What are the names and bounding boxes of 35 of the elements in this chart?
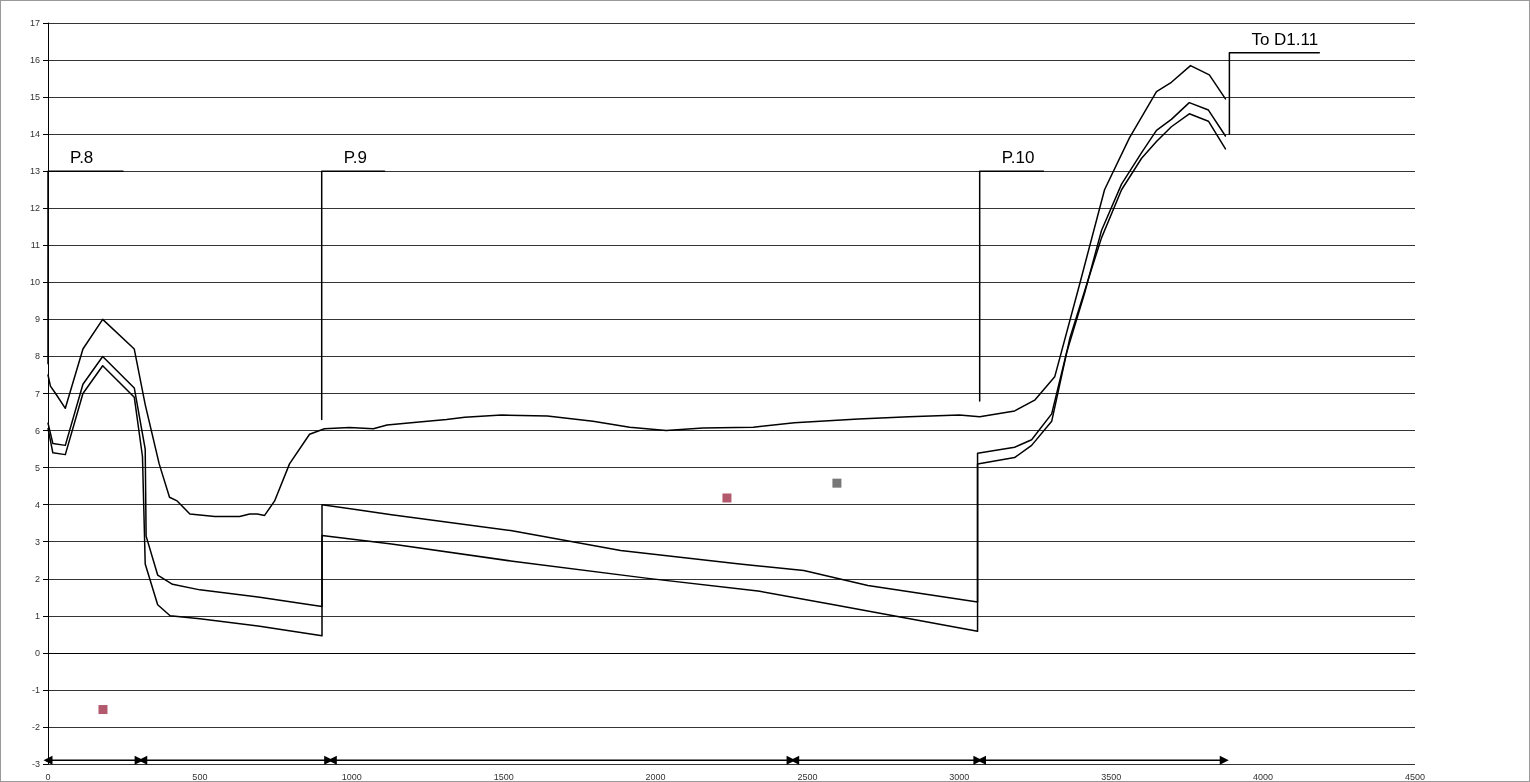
y-tick-label: 13: [29, 166, 40, 177]
x-tick-label: 3500: [1101, 771, 1122, 782]
x-tick-label: 0: [45, 771, 51, 782]
y-tick-label: 7: [34, 388, 40, 399]
y-tick-label: 16: [29, 55, 40, 66]
y-tick-label: 5: [34, 462, 40, 473]
y-tick-label: 8: [34, 351, 40, 362]
y-tick-label: 9: [34, 314, 40, 325]
series-label: P.9: [343, 148, 368, 168]
y-tick-label: 1: [34, 610, 40, 621]
y-tick-label: -2: [31, 721, 40, 732]
y-tick-label: 17: [29, 18, 40, 28]
y-tick-label: 0: [34, 647, 40, 658]
y-tick-label: 14: [29, 129, 40, 140]
x-tick-label: 4000: [1253, 771, 1274, 782]
x-tick-label: 1000: [341, 771, 362, 782]
x-tick-label: 3000: [949, 771, 970, 782]
x-tick-label: 4500: [1404, 771, 1426, 782]
x-tick-label: 2500: [797, 771, 818, 782]
series-label: P.10: [1001, 148, 1035, 168]
y-tick-label: -3: [31, 759, 40, 769]
y-tick-label: 2: [34, 573, 40, 584]
y-tick-label: -1: [31, 684, 40, 695]
series-label: P.8: [70, 148, 94, 168]
y-tick-label: 3: [34, 536, 40, 547]
x-tick-label: 1500: [493, 771, 514, 782]
x-tick-label: 2000: [645, 771, 666, 782]
y-tick-label: 11: [30, 240, 40, 251]
series-label: To D1.11: [1251, 29, 1319, 49]
x-tick-label: 500: [192, 771, 208, 782]
y-tick-label: 6: [34, 425, 40, 436]
y-tick-label: 15: [29, 92, 40, 103]
y-tick-label: 10: [29, 277, 40, 288]
y-tick-label: 4: [34, 499, 40, 510]
y-tick-label: 12: [29, 203, 40, 214]
